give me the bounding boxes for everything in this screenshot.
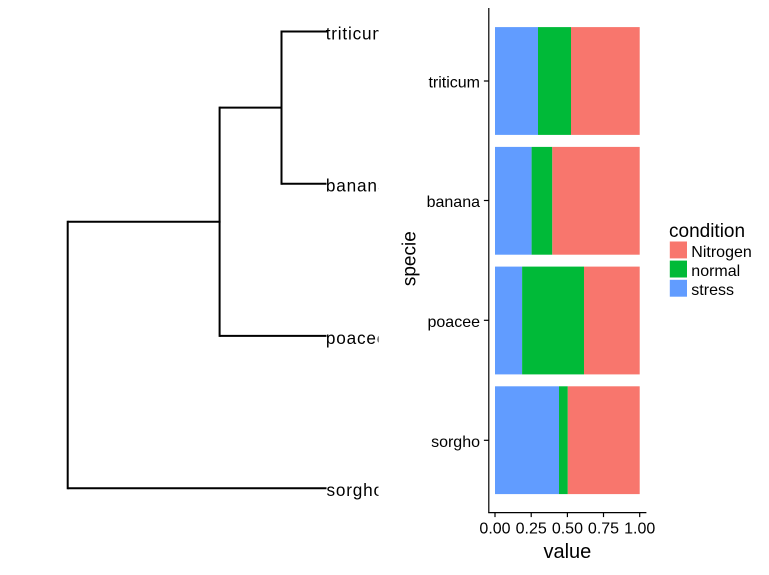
svg-text:triticum: triticum xyxy=(428,75,480,92)
svg-text:condition: condition xyxy=(669,221,745,242)
svg-text:triticum: triticum xyxy=(326,24,388,44)
svg-text:stress: stress xyxy=(691,282,734,299)
svg-text:value: value xyxy=(543,541,591,563)
svg-text:normal: normal xyxy=(691,263,740,280)
svg-text:banana: banana xyxy=(326,176,388,196)
svg-text:0.25: 0.25 xyxy=(516,521,547,538)
svg-text:0.00: 0.00 xyxy=(479,521,510,538)
svg-text:0.50: 0.50 xyxy=(552,521,583,538)
svg-text:sorgho: sorgho xyxy=(431,434,480,451)
svg-text:banana: banana xyxy=(427,194,480,211)
svg-text:specie: specie xyxy=(400,231,421,286)
svg-text:poacee: poacee xyxy=(428,314,481,331)
svg-text:poacee: poacee xyxy=(326,328,387,348)
svg-text:Nitrogen: Nitrogen xyxy=(691,244,751,261)
svg-text:sorgho: sorgho xyxy=(327,480,384,500)
svg-text:0.75: 0.75 xyxy=(588,521,619,538)
svg-text:1.00: 1.00 xyxy=(624,521,655,538)
